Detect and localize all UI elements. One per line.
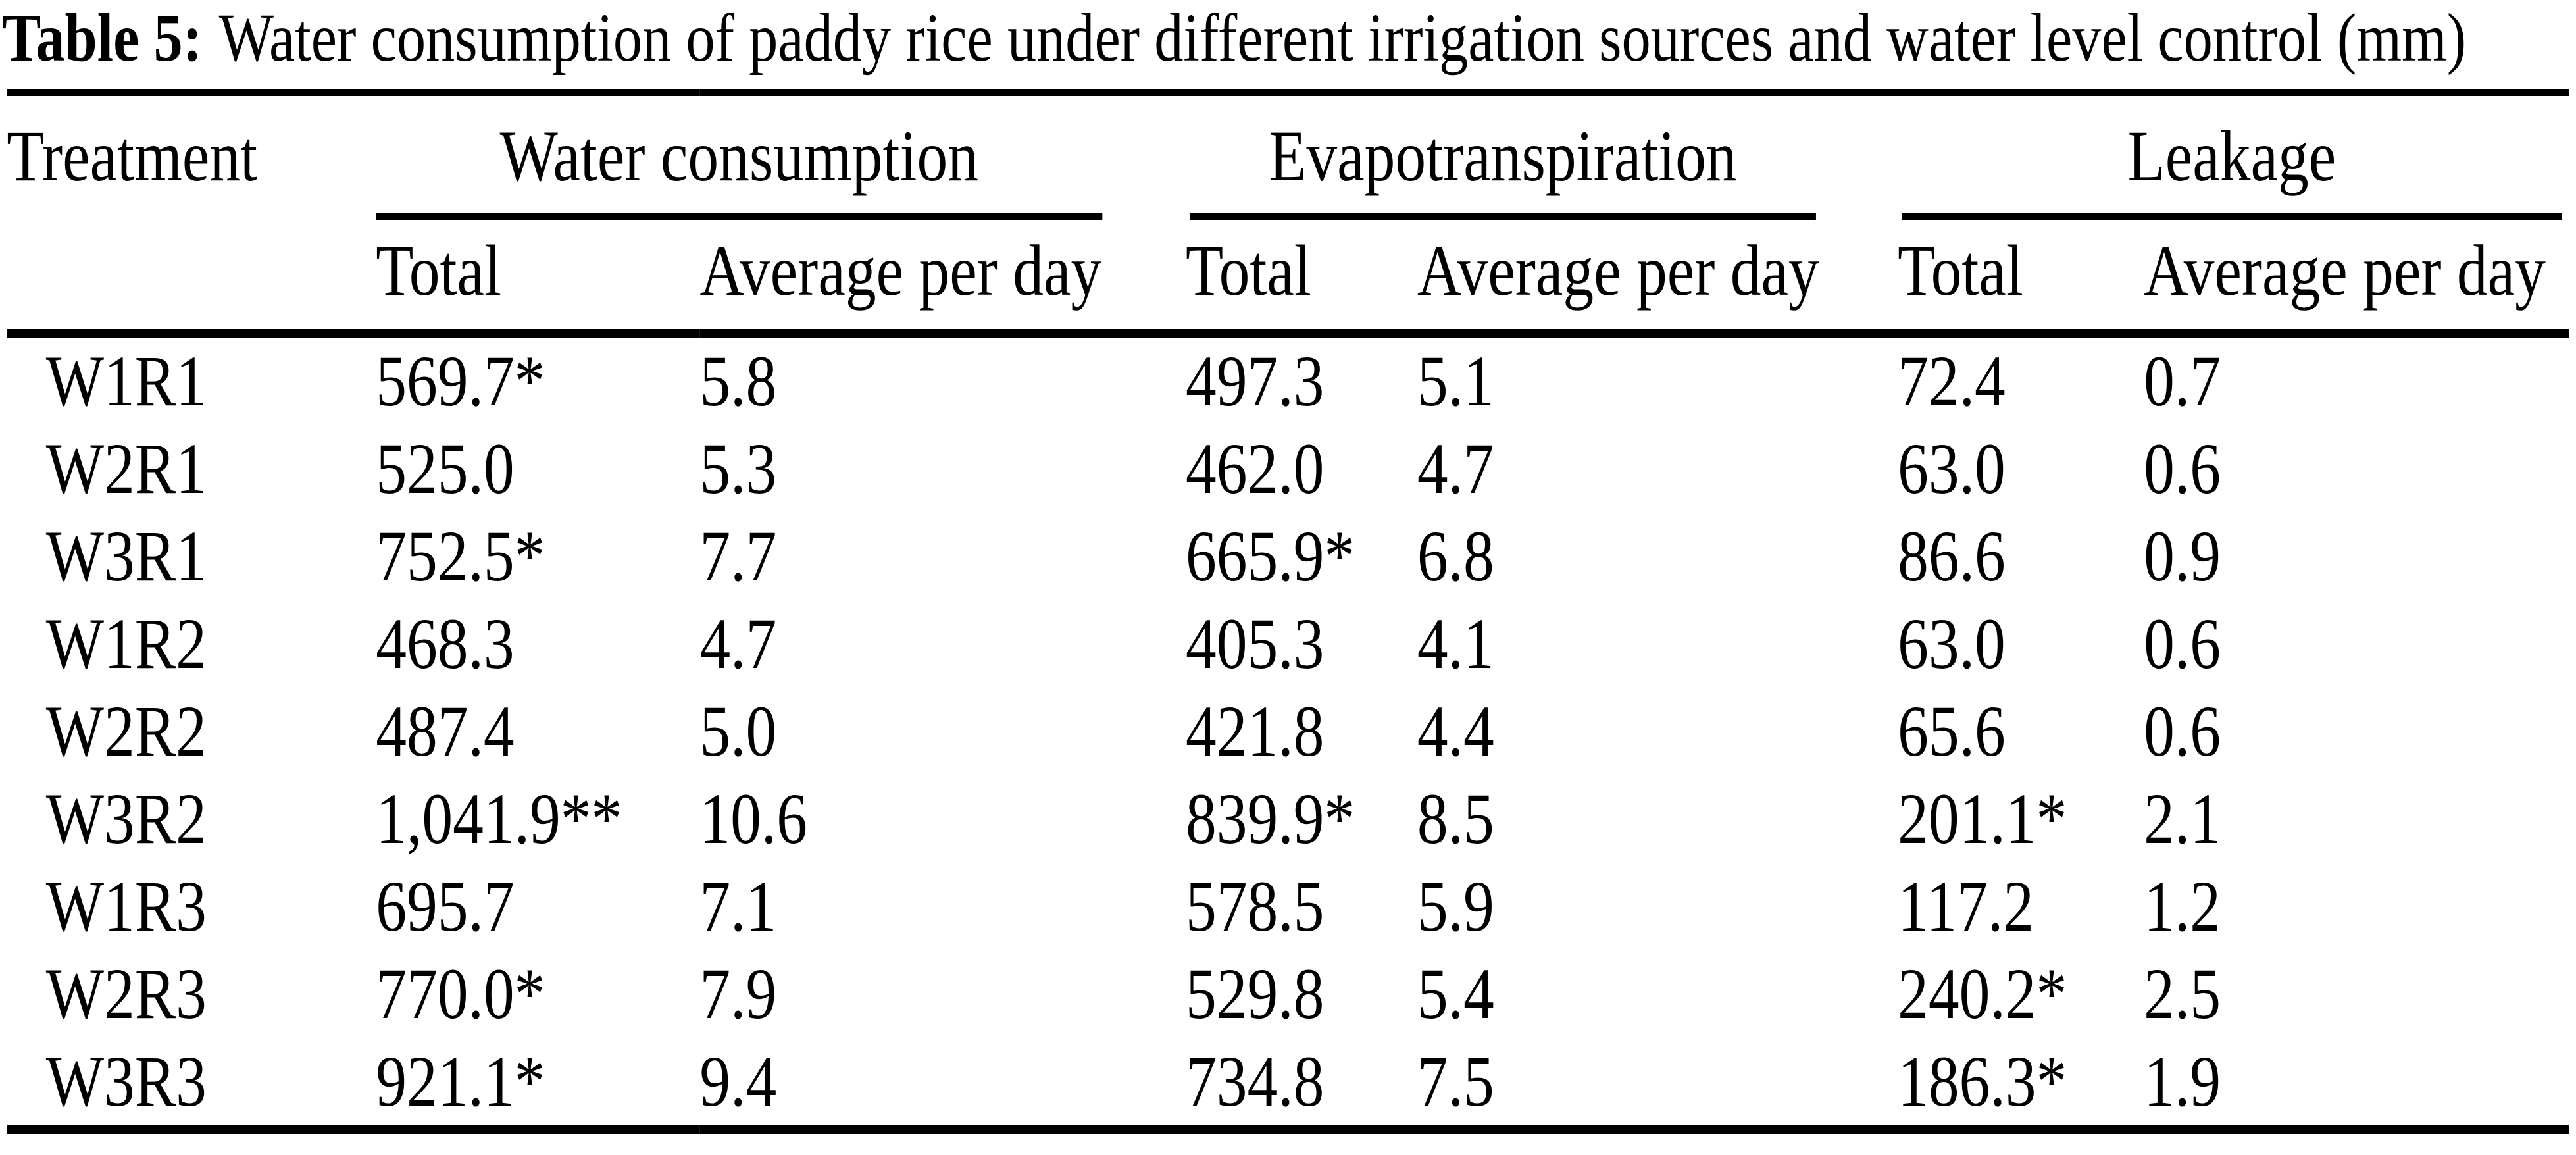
cell-wc-average: 7.9: [699, 954, 777, 1034]
data-table: Treatment Water consumption Evapotranspi…: [7, 89, 2569, 1134]
table-caption-text: Water consumption of paddy rice under di…: [218, 0, 2467, 76]
cell-et-total: 665.9*: [1186, 516, 1355, 596]
row-label: W1R2: [45, 603, 207, 684]
row-label: W2R2: [45, 691, 207, 771]
cell-wc-total: 468.3: [376, 603, 515, 684]
table-row: W3R1 752.5* 7.7 665.9* 6.8 86.6 0.9: [7, 513, 2569, 600]
cell-et-average: 5.9: [1417, 866, 1494, 946]
table-row: W3R3 921.1* 9.4 734.8 7.5 186.3* 1.9: [7, 1038, 2569, 1130]
cell-leak-average: 0.6: [2144, 691, 2221, 771]
cell-leak-average: 0.7: [2144, 341, 2221, 421]
cell-wc-average: 5.3: [699, 428, 777, 509]
cell-wc-total: 770.0*: [376, 954, 545, 1034]
table-header: Treatment Water consumption Evapotranspi…: [7, 93, 2569, 334]
cell-et-total: 421.8: [1186, 691, 1325, 771]
cell-wc-total: 1,041.9**: [376, 779, 622, 859]
cell-et-average: 4.4: [1417, 691, 1494, 771]
cell-leak-total: 63.0: [1898, 428, 2006, 509]
table-caption-number: Table 5:: [2, 0, 203, 76]
row-label: W3R3: [45, 1041, 207, 1121]
cell-wc-average: 10.6: [699, 779, 807, 859]
cell-leak-total: 72.4: [1898, 341, 2006, 421]
group-label-evapotranspiration: Evapotranspiration: [1269, 116, 1737, 196]
group-label-leakage: Leakage: [2127, 116, 2336, 196]
cell-et-average: 4.1: [1417, 603, 1494, 684]
cell-et-average: 6.8: [1417, 516, 1494, 596]
cell-et-total: 578.5: [1186, 866, 1325, 946]
table-row: W1R3 695.7 7.1 578.5 5.9 117.2 1.2: [7, 863, 2569, 950]
col-header-et-total: Total: [1186, 230, 1311, 311]
table-row: W1R1 569.7* 5.8 497.3 5.1 72.4 0.7: [7, 334, 2569, 426]
row-label: W1R1: [45, 341, 207, 421]
table-row: W1R2 468.3 4.7 405.3 4.1 63.0 0.6: [7, 600, 2569, 688]
cell-et-total: 497.3: [1186, 341, 1325, 421]
col-header-wc-average: Average per day: [699, 230, 1102, 311]
cell-wc-total: 752.5*: [376, 516, 545, 596]
table-caption: Table 5: Water consumption of paddy rice …: [0, 0, 2576, 89]
table-row: W2R2 487.4 5.0 421.8 4.4 65.6 0.6: [7, 688, 2569, 775]
cell-et-average: 5.1: [1417, 341, 1494, 421]
cell-leak-total: 201.1*: [1898, 779, 2067, 859]
cell-leak-average: 0.6: [2144, 428, 2221, 509]
group-label-water-consumption: Water consumption: [499, 116, 978, 196]
cell-leak-average: 1.9: [2144, 1041, 2221, 1121]
cell-wc-average: 5.8: [699, 341, 777, 421]
cell-wc-average: 9.4: [699, 1041, 777, 1121]
group-header-row: Treatment Water consumption Evapotranspi…: [7, 93, 2569, 220]
cell-leak-total: 86.6: [1898, 516, 2006, 596]
cell-leak-average: 2.5: [2144, 954, 2221, 1034]
group-underline-water-consumption: [376, 213, 1103, 220]
cell-leak-average: 0.6: [2144, 603, 2221, 684]
row-label: W2R3: [45, 954, 207, 1034]
cell-wc-total: 695.7: [376, 866, 515, 946]
cell-et-total: 529.8: [1186, 954, 1325, 1034]
row-label: W3R2: [45, 779, 207, 859]
cell-wc-average: 5.0: [699, 691, 777, 771]
table-body: W1R1 569.7* 5.8 497.3 5.1 72.4 0.7 W2R1 …: [7, 334, 2569, 1130]
group-underline-evapotranspiration: [1189, 213, 1816, 220]
table-row: W3R2 1,041.9** 10.6 839.9* 8.5 201.1* 2.…: [7, 775, 2569, 863]
table-row: W2R1 525.0 5.3 462.0 4.7 63.0 0.6: [7, 425, 2569, 513]
cell-leak-average: 0.9: [2144, 516, 2221, 596]
cell-wc-average: 7.1: [699, 866, 777, 946]
col-header-leak-average: Average per day: [2144, 230, 2546, 311]
col-header-leak-total: Total: [1898, 230, 2023, 311]
cell-et-total: 734.8: [1186, 1041, 1325, 1121]
cell-leak-total: 240.2*: [1898, 954, 2067, 1034]
cell-wc-total: 487.4: [376, 691, 515, 771]
cell-wc-total: 569.7*: [376, 341, 545, 421]
cell-leak-total: 65.6: [1898, 691, 2006, 771]
cell-leak-average: 2.1: [2144, 779, 2221, 859]
cell-leak-average: 1.2: [2144, 866, 2221, 946]
cell-et-total: 405.3: [1186, 603, 1325, 684]
col-header-treatment: Treatment: [7, 116, 258, 196]
row-label: W3R1: [45, 516, 207, 596]
cell-et-average: 7.5: [1417, 1041, 1494, 1121]
row-label: W2R1: [45, 428, 207, 509]
cell-leak-total: 186.3*: [1898, 1041, 2067, 1121]
cell-et-average: 4.7: [1417, 428, 1494, 509]
cell-leak-total: 63.0: [1898, 603, 2006, 684]
cell-wc-total: 921.1*: [376, 1041, 545, 1121]
cell-leak-total: 117.2: [1898, 866, 2034, 946]
cell-et-total: 462.0: [1186, 428, 1325, 509]
row-label: W1R3: [45, 866, 207, 946]
cell-et-average: 8.5: [1417, 779, 1494, 859]
col-header-et-average: Average per day: [1417, 230, 1819, 311]
cell-et-average: 5.4: [1417, 954, 1494, 1034]
group-header-evapotranspiration: Evapotranspiration: [1186, 93, 1898, 220]
group-header-leakage: Leakage: [1898, 93, 2569, 220]
group-header-water-consumption: Water consumption: [376, 93, 1186, 220]
cell-wc-average: 4.7: [699, 603, 777, 684]
cell-wc-total: 525.0: [376, 428, 515, 509]
cell-et-total: 839.9*: [1186, 779, 1355, 859]
table-footnote: Note: * shows the significance at α = 0.…: [7, 1150, 2576, 1155]
subcolumn-header-row: Total Average per day Total Average per …: [7, 220, 2569, 334]
group-underline-leakage: [1902, 213, 2562, 220]
col-header-wc-total: Total: [376, 230, 501, 311]
cell-wc-average: 7.7: [699, 516, 777, 596]
table-row: W2R3 770.0* 7.9 529.8 5.4 240.2* 2.5: [7, 950, 2569, 1038]
